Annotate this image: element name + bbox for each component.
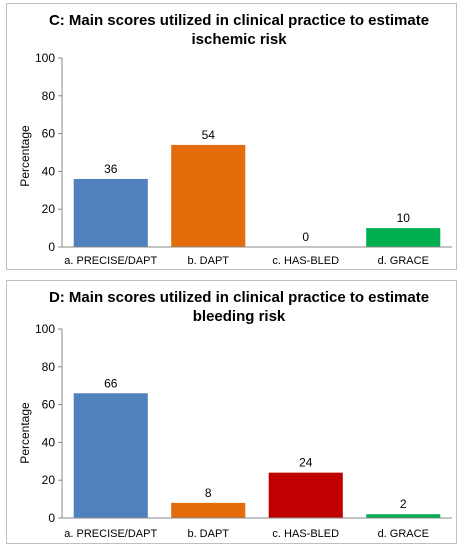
y-tick-label: 100 — [35, 51, 55, 65]
plot-area-ischemic: 0 20 40 60 80 100 36 a. PRECISE/DAPT 54 b. DAPT 0 c… — [35, 51, 452, 267]
bar — [366, 228, 441, 247]
bar — [366, 514, 441, 518]
data-label: 66 — [104, 376, 118, 390]
chart-title-line2: bleeding risk — [193, 308, 286, 325]
y-tick-label: 40 — [42, 164, 56, 178]
chart-title-line1: D: Main scores utilized in clinical prac… — [49, 289, 429, 306]
x-category-label: c. HAS-BLED — [272, 528, 339, 540]
chart-panel-bleeding: D: Main scores utilized in clinical prac… — [6, 280, 457, 544]
data-label: 24 — [299, 456, 313, 470]
y-tick-label: 0 — [48, 511, 55, 525]
x-category-label: a. PRECISE/DAPT — [64, 255, 157, 267]
x-category-label: d. GRACE — [378, 255, 429, 267]
y-tick-label: 80 — [42, 89, 56, 103]
y-axis-label: Percentage — [18, 125, 32, 187]
y-tick-label: 0 — [48, 240, 55, 254]
bar — [171, 144, 246, 247]
y-axis-label: Percentage — [18, 402, 32, 464]
data-label: 10 — [397, 211, 411, 225]
bar — [171, 502, 246, 518]
data-label: 8 — [205, 486, 212, 500]
y-tick-label: 80 — [42, 360, 56, 374]
bar — [73, 393, 148, 518]
y-tick-label: 20 — [42, 202, 56, 216]
x-category-label: b. DAPT — [187, 528, 229, 540]
x-category-label: a. PRECISE/DAPT — [64, 528, 157, 540]
chart-bleeding-svg: D: Main scores utilized in clinical prac… — [18, 289, 452, 540]
x-category-label: d. GRACE — [378, 528, 429, 540]
x-category-label: c. HAS-BLED — [272, 255, 339, 267]
chart-title-line2: ischemic risk — [191, 31, 287, 48]
y-tick-label: 40 — [42, 435, 56, 449]
data-label: 0 — [302, 230, 309, 244]
y-tick-label: 20 — [42, 473, 56, 487]
bar — [73, 178, 148, 247]
y-tick-label: 60 — [42, 127, 56, 141]
chart-ischemic-svg: C: Main scores utilized in clinical prac… — [18, 12, 452, 267]
y-tick-label: 100 — [35, 322, 55, 336]
chart-title-line1: C: Main scores utilized in clinical prac… — [49, 12, 429, 29]
data-label: 36 — [104, 162, 118, 176]
data-label: 54 — [202, 128, 216, 142]
data-label: 2 — [400, 497, 407, 511]
plot-area-bleeding: 0 20 40 60 80 100 66 a. PRECISE/DAPT 8 b. DAPT 24 c… — [35, 322, 452, 540]
y-tick-label: 60 — [42, 398, 56, 412]
bar — [268, 472, 343, 518]
chart-panel-ischemic: C: Main scores utilized in clinical prac… — [6, 3, 457, 270]
x-category-label: b. DAPT — [187, 255, 229, 267]
